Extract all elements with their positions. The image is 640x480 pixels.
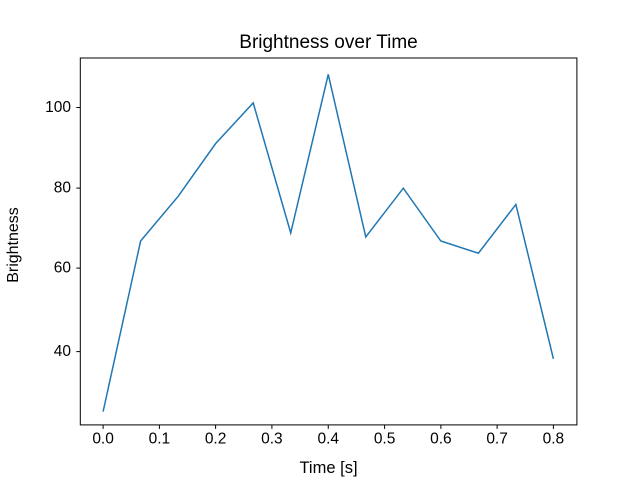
svg-text:100: 100 [45,99,71,116]
svg-text:0.0: 0.0 [92,431,114,448]
svg-text:60: 60 [54,260,72,277]
svg-text:0.8: 0.8 [543,431,565,448]
svg-text:40: 40 [54,343,72,360]
svg-text:0.6: 0.6 [430,431,452,448]
svg-text:0.1: 0.1 [149,431,171,448]
svg-text:0.4: 0.4 [317,431,339,448]
svg-text:Time [s]: Time [s] [299,459,357,477]
svg-text:0.2: 0.2 [205,431,227,448]
svg-text:80: 80 [54,180,72,197]
svg-text:Brightness: Brightness [5,207,22,283]
svg-text:0.3: 0.3 [261,431,283,448]
svg-text:Brightness over Time: Brightness over Time [239,32,417,53]
svg-text:0.5: 0.5 [374,431,396,448]
svg-text:0.7: 0.7 [486,431,508,448]
